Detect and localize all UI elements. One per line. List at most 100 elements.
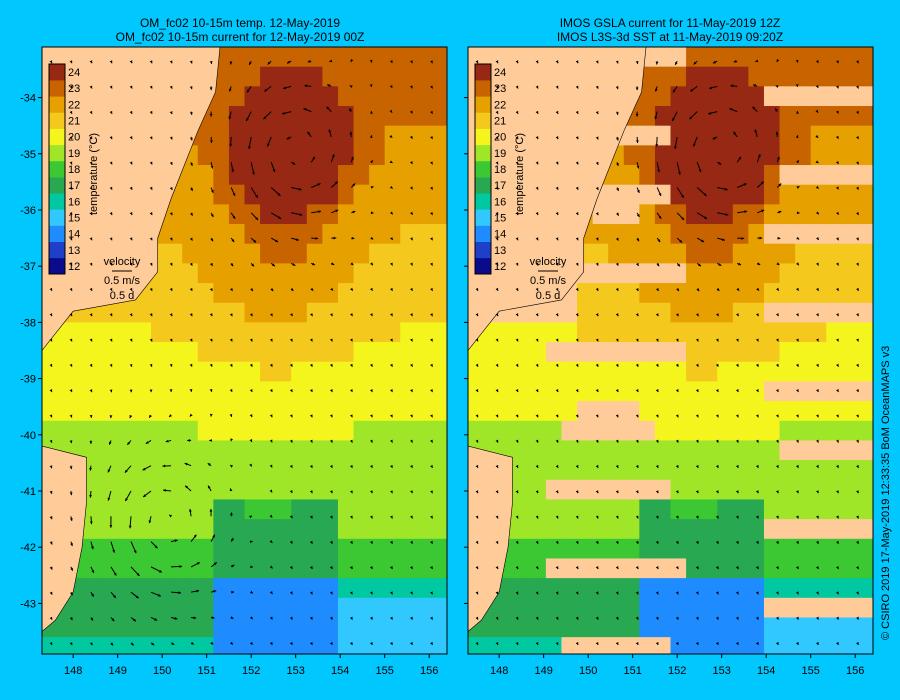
arrow-head	[289, 540, 293, 544]
arrow-head	[190, 162, 193, 166]
arrow-head	[836, 237, 839, 241]
arrow-head	[555, 212, 559, 216]
colorbar-tick-label: 20	[68, 132, 80, 144]
arrow-head	[675, 61, 678, 65]
arrow-head	[129, 313, 133, 317]
arrow-head	[595, 161, 599, 165]
arrow-head	[575, 110, 579, 114]
arrow-head	[575, 161, 579, 165]
arrow-head	[189, 363, 193, 367]
arrow-head	[349, 616, 353, 620]
arrow-head	[495, 566, 499, 570]
arrow-head	[309, 363, 313, 367]
colorbar-swatch	[49, 209, 65, 226]
arrow-head	[69, 136, 73, 140]
arrow-head	[495, 616, 499, 620]
arrow-head	[149, 186, 153, 190]
arrow-head	[113, 595, 116, 598]
arrow-head	[232, 192, 236, 196]
arrow-head	[249, 61, 252, 65]
arrow-head	[410, 338, 413, 342]
arrow-head	[171, 642, 175, 645]
arrow-head	[350, 287, 353, 291]
arrow-head	[369, 540, 373, 544]
arrow-head	[778, 210, 782, 214]
arrow-head	[190, 641, 194, 645]
colorbar-swatch	[49, 225, 65, 242]
arrow-head	[856, 313, 859, 317]
arrow-head	[89, 110, 93, 114]
arrow-head	[369, 616, 373, 620]
arrow-head	[430, 313, 433, 317]
arrow-head	[575, 414, 579, 418]
arrow-head	[733, 131, 737, 135]
arrow-head	[249, 363, 253, 367]
arrow-head	[775, 108, 778, 112]
arrow-head	[327, 84, 331, 87]
colorbar-tick-label: 21	[68, 116, 80, 128]
arrow-head	[289, 313, 293, 317]
arrow-head	[369, 84, 373, 87]
arrow-head	[495, 60, 499, 64]
arrow-head	[778, 183, 782, 187]
arrow-head	[695, 616, 699, 620]
arrow-head	[655, 313, 659, 317]
arrow-head	[535, 464, 539, 468]
arrow-head	[149, 363, 153, 367]
arrow-head	[615, 464, 619, 468]
arrow-head	[595, 136, 599, 140]
colorbar-tick-label: 14	[494, 229, 506, 241]
arrow-head	[795, 566, 799, 570]
arrow-head	[856, 211, 859, 215]
arrow-head	[655, 490, 659, 494]
arrow-head	[795, 59, 799, 63]
arrow-head	[515, 338, 519, 342]
arrow-head	[129, 363, 133, 367]
arrow-head	[149, 136, 153, 140]
arrow-head	[535, 237, 539, 241]
arrow-head	[329, 464, 333, 468]
arrow-head	[836, 414, 839, 418]
arrow-head	[69, 389, 73, 393]
arrow-head	[349, 389, 353, 393]
arrow-head	[390, 641, 393, 645]
arrow-head	[370, 160, 373, 164]
arrow-head	[495, 212, 499, 216]
arrow-head	[307, 131, 311, 135]
arrow-head	[775, 85, 779, 89]
arrow-head	[352, 210, 356, 214]
arrow-head	[575, 566, 579, 570]
arrow-head	[89, 60, 93, 64]
arrow-head	[754, 129, 758, 133]
arrow-head	[184, 462, 188, 466]
arrow-head	[775, 515, 779, 519]
arrow-head	[835, 186, 839, 190]
arrow-head	[249, 313, 253, 317]
arrow-head	[390, 363, 393, 367]
arrow-head	[555, 389, 559, 393]
arrow-head	[430, 439, 433, 443]
arrow-head	[185, 485, 189, 489]
arrow-head	[722, 238, 725, 241]
arrow-head	[352, 183, 356, 187]
arrow-head	[815, 109, 819, 113]
arrow-head	[515, 389, 519, 393]
arrow-head	[836, 490, 839, 494]
arrow-head	[269, 439, 273, 443]
arrow-head	[753, 84, 757, 87]
arrow-head	[636, 262, 639, 266]
arrow-head	[370, 111, 374, 114]
arrow-head	[635, 439, 639, 443]
left-title-line2: OM_fc02 10-15m current for 12-May-2019 0…	[115, 30, 365, 44]
colorbar-frame	[474, 63, 492, 275]
arrow-head	[735, 439, 739, 443]
arrow-head	[369, 566, 373, 570]
arrow-head	[349, 85, 353, 89]
arrow-head	[111, 618, 115, 622]
arrow-head	[390, 439, 393, 443]
arrow-head	[595, 237, 599, 241]
arrow-head	[430, 186, 433, 190]
arrow-head	[715, 338, 719, 342]
arrow-head	[815, 134, 819, 138]
arrow-head	[655, 143, 659, 147]
